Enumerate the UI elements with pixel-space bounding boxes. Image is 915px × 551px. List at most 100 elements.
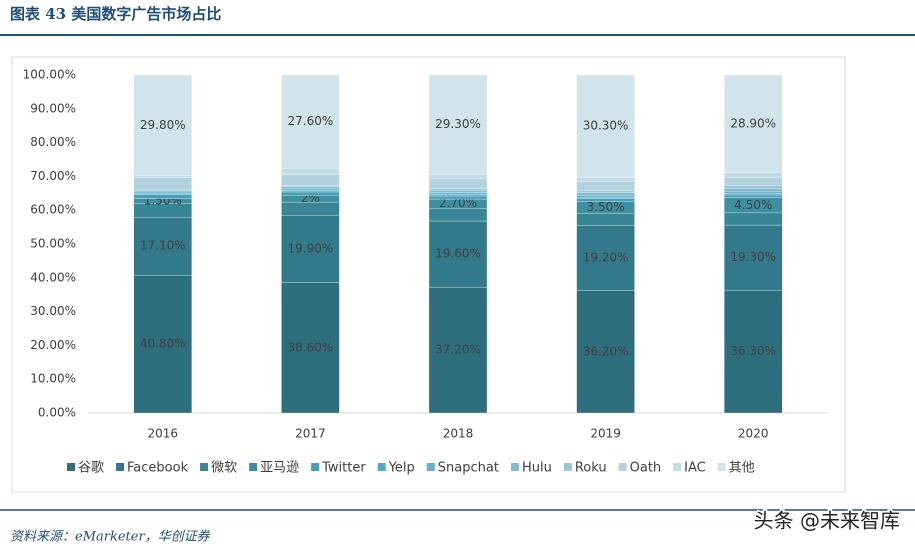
figure-title: 图表 43 美国数字广告市场占比 (10, 5, 221, 23)
bar-segment (724, 188, 783, 192)
bar-segment (133, 74, 192, 176)
bar-segment (428, 194, 488, 197)
bar-segment (576, 197, 635, 199)
bar-segment (576, 290, 635, 414)
data-label: 19.30% (730, 250, 776, 264)
bar-segment (724, 185, 783, 189)
bar-segment (428, 74, 488, 175)
data-label: 4.50% (734, 198, 772, 212)
bar-segment (133, 190, 192, 193)
bar-segment (428, 178, 488, 189)
bar-segment (576, 181, 635, 191)
x-tick-label: 2017 (295, 427, 326, 441)
y-tick-label: 20.00% (30, 338, 76, 352)
x-tick-label: 2016 (148, 427, 179, 441)
legend-swatch (563, 463, 572, 471)
source-note: 资料来源：eMarketer，华创证券 (10, 530, 211, 545)
legend-swatch (311, 463, 320, 471)
y-tick-label: 100.00% (23, 68, 76, 82)
legend-swatch (67, 463, 75, 471)
legend-swatch (377, 463, 386, 471)
legend-label: 其他 (729, 461, 755, 476)
bar-segment (281, 282, 340, 414)
data-label: 29.80% (140, 118, 186, 132)
data-label: 3.50% (587, 200, 625, 214)
y-tick-label: 30.00% (30, 304, 76, 318)
y-tick-label: 60.00% (30, 203, 76, 217)
bar-segment (281, 215, 340, 283)
data-label: 19.60% (435, 247, 481, 261)
legend-swatch (618, 463, 627, 471)
bar-segment (576, 213, 635, 226)
bar-segment (133, 175, 192, 178)
bar-segment (133, 193, 192, 195)
bar-segment (428, 188, 488, 191)
legend-label: 微软 (211, 461, 237, 476)
bar-segment (724, 191, 783, 194)
legend-label: Snapchat (438, 461, 499, 476)
data-label: 28.90% (730, 116, 776, 130)
x-tick-label: 2019 (590, 427, 621, 441)
bar-segment (576, 198, 635, 202)
bar-segment (428, 192, 488, 195)
bar-segment (428, 195, 488, 200)
legend-label: IAC (684, 461, 706, 476)
bar-segment (724, 290, 783, 414)
bar-segment (576, 192, 635, 196)
bar-segment (281, 168, 340, 175)
legend-label: 谷歌 (78, 461, 104, 476)
bar-segment (281, 74, 340, 169)
bar-segment (281, 191, 340, 196)
bar-segment (133, 189, 192, 191)
legend-swatch (426, 463, 435, 471)
legend-swatch (673, 463, 682, 471)
bar-segment (576, 190, 635, 193)
data-label: 38.60% (288, 340, 334, 354)
legend-label: Oath (630, 461, 662, 476)
data-label: 19.90% (288, 241, 334, 255)
bar-segment (133, 274, 192, 414)
y-tick-label: 80.00% (30, 135, 76, 149)
data-label: 37.20% (435, 343, 481, 357)
bar-segment (281, 190, 340, 193)
bar-segment (281, 174, 340, 186)
y-tick-label: 70.00% (30, 169, 76, 183)
legend-label: Roku (575, 461, 607, 476)
data-label: 40.80% (140, 337, 186, 351)
data-label: 30.30% (583, 119, 629, 133)
legend-label: Hulu (522, 461, 552, 476)
data-label: 19.20% (583, 251, 629, 265)
data-label: 2.70% (439, 196, 477, 210)
bar-segment (428, 220, 488, 288)
bar-segment (576, 74, 635, 178)
chart-frame (11, 56, 846, 493)
x-tick-label: 2020 (738, 427, 769, 441)
legend-label: Facebook (127, 461, 189, 476)
bar-segment (724, 224, 783, 291)
bar-segment (724, 194, 783, 198)
y-tick-label: 10.00% (30, 372, 76, 386)
watermark: 头条 @未来智库 (754, 509, 900, 533)
bar-segment (576, 195, 635, 198)
legend-label: Yelp (388, 461, 415, 476)
data-label: 36.20% (583, 344, 629, 358)
bar-segment (281, 185, 340, 188)
data-label: 29.30% (435, 117, 481, 131)
data-label: 17.10% (140, 239, 186, 253)
y-tick-label: 90.00% (30, 101, 76, 115)
y-tick-label: 0.00% (38, 406, 76, 420)
legend-label: 亚马逊 (260, 461, 299, 476)
bar-segment (724, 193, 783, 196)
bar-segment (281, 188, 340, 191)
legend-label: Twitter (321, 461, 366, 476)
legend-swatch (717, 463, 726, 471)
legend-swatch (116, 463, 125, 471)
legend-swatch (200, 463, 209, 471)
y-tick-label: 50.00% (30, 237, 76, 251)
bar-segment (724, 212, 783, 226)
bar-segment (428, 190, 488, 193)
bar-segment (724, 172, 783, 178)
legend-swatch (510, 463, 519, 471)
bar-segment (724, 74, 783, 173)
